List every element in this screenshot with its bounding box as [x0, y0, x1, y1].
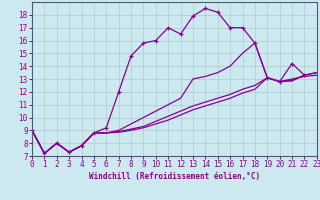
- X-axis label: Windchill (Refroidissement éolien,°C): Windchill (Refroidissement éolien,°C): [89, 172, 260, 181]
